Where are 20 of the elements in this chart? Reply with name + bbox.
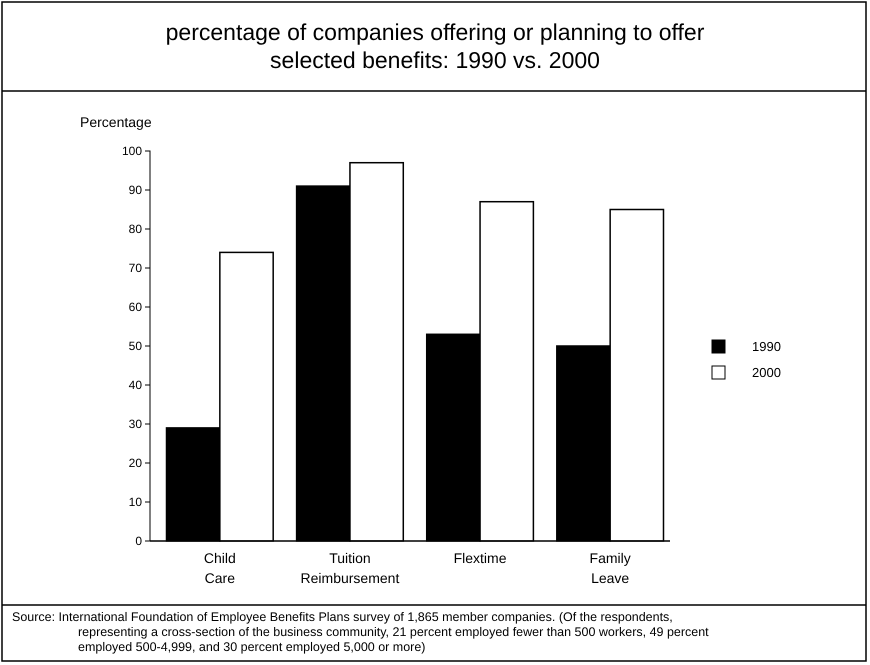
x-tick-label: Flextime [454, 550, 507, 566]
legend-label: 1990 [752, 339, 781, 354]
y-tick-label: 100 [122, 144, 142, 158]
y-tick-label: 0 [135, 534, 142, 548]
y-tick-label: 80 [128, 222, 142, 236]
y-axis-title: Percentage [80, 114, 152, 130]
x-tick-label: Family Leave [590, 550, 631, 586]
y-tick-label: 30 [128, 416, 142, 431]
legend-label: 2000 [752, 365, 781, 380]
y-tick-label: 60 [128, 300, 142, 314]
source-note: Source: International Foundation of Employee Benefits Plans survey of 1,865 member companies. (Of the respondents, representing a cross-section of the business community, 21 percent employed fewer than 500 workers, 49 percent employed 500-4,999, and 30 percent employed 5,000 or more) [12, 610, 710, 654]
y-tick-label: 40 [128, 378, 142, 392]
y-tick-label: 90 [128, 182, 142, 197]
y-tick-label: 20 [128, 456, 142, 470]
chart-title: percentage of companies offering or planning to offer selected benefits: 1990 vs. 2000 [166, 19, 705, 73]
y-tick-label: 50 [128, 338, 142, 353]
y-tick-label: 70 [128, 260, 142, 275]
y-tick-label: 10 [128, 494, 142, 509]
x-tick-label: Child Care [204, 550, 236, 586]
x-tick-label: Tuition Reimbursement [300, 550, 400, 586]
